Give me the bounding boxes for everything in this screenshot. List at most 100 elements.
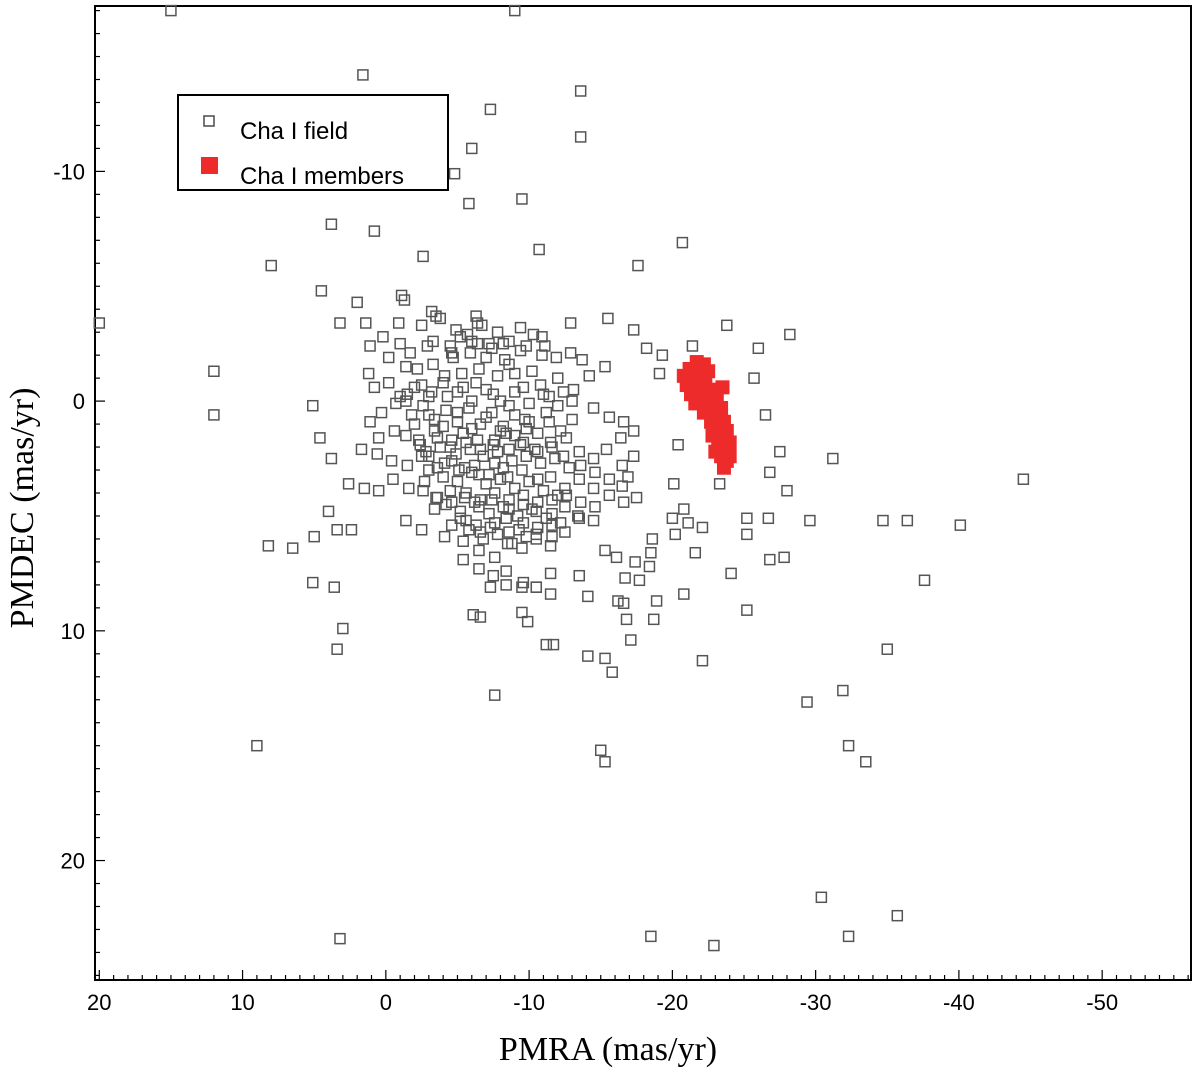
field-point [668, 478, 680, 490]
field-point [371, 448, 383, 460]
field-point [447, 351, 459, 364]
field-point [445, 496, 458, 508]
field-point [536, 349, 548, 361]
field-point [752, 342, 765, 355]
field-point [559, 482, 571, 495]
field-point [401, 459, 414, 472]
field-point [411, 363, 424, 375]
field-point [725, 567, 737, 580]
field-point [619, 572, 631, 584]
field-point [759, 409, 772, 421]
field-point [448, 167, 461, 180]
field-point [676, 236, 689, 249]
field-point [531, 427, 544, 440]
field-point [552, 399, 564, 412]
y-tick-label: 10 [61, 619, 85, 644]
field-point [546, 441, 558, 453]
field-point [781, 484, 793, 497]
field-point [531, 473, 544, 485]
field-point [165, 4, 177, 17]
field-point [550, 351, 563, 364]
field-point [891, 909, 904, 922]
field-point [534, 457, 547, 469]
field-point [646, 533, 659, 545]
field-point [408, 381, 421, 394]
field-point [471, 434, 484, 446]
field-point [546, 530, 558, 543]
field-point [208, 365, 220, 377]
field-point [453, 464, 465, 476]
field-point [405, 409, 418, 421]
field-point [480, 383, 492, 396]
field-point [503, 494, 515, 506]
x-tick-label: -10 [513, 990, 545, 1015]
field-point [516, 581, 528, 593]
field-point [325, 218, 338, 230]
field-point [669, 528, 681, 541]
y-axis-title: PMDEC (mas/yr) [4, 388, 41, 629]
field-point [566, 395, 578, 407]
field-point [451, 475, 464, 488]
field-point [589, 466, 601, 479]
field-point [741, 604, 753, 616]
y-tick-label: -10 [53, 159, 85, 184]
field-point [815, 891, 828, 904]
field-point [573, 569, 585, 582]
field-point [708, 939, 720, 952]
field-point [466, 395, 478, 407]
field-point [325, 452, 338, 465]
field-point [473, 563, 485, 575]
member-point [708, 444, 723, 459]
field-point [415, 379, 428, 391]
field-point [468, 459, 481, 472]
field-point [537, 484, 550, 497]
field-point [678, 588, 690, 600]
field-point [560, 489, 573, 502]
field-point [474, 494, 487, 506]
field-point [265, 259, 277, 272]
field-point [473, 363, 485, 375]
field-point [881, 643, 894, 655]
field-point [748, 372, 760, 384]
field-point [544, 567, 557, 580]
field-point [403, 482, 415, 495]
member-point [722, 449, 737, 464]
field-point [918, 574, 931, 587]
field-point [574, 131, 587, 143]
field-point [762, 512, 775, 525]
field-point [574, 496, 587, 508]
field-point [480, 478, 492, 490]
field-point [540, 512, 553, 525]
field-point [627, 425, 640, 437]
field-point [466, 422, 478, 435]
field-point [494, 395, 507, 407]
member-point [719, 423, 734, 438]
member-point [715, 380, 730, 395]
field-point [375, 406, 388, 419]
field-point [351, 296, 363, 309]
field-point [388, 425, 401, 437]
field-point [632, 259, 644, 272]
member-point [716, 460, 731, 475]
field-point [491, 370, 504, 382]
field-point [444, 441, 457, 453]
field-point [483, 468, 495, 481]
field-point [477, 533, 490, 545]
field-point [438, 530, 451, 543]
field-point [418, 475, 431, 488]
field-point [517, 436, 530, 449]
field-point [488, 551, 501, 564]
field-point [672, 439, 684, 451]
field-point [437, 471, 449, 483]
field-point [331, 643, 343, 655]
field-point [438, 370, 451, 382]
field-point [582, 590, 594, 603]
field-point [445, 519, 458, 531]
field-point [804, 514, 816, 527]
field-point [627, 450, 640, 462]
field-point [437, 420, 449, 433]
field-point [842, 930, 855, 943]
field-point [307, 399, 319, 412]
field-point [385, 455, 398, 467]
field-point [467, 609, 479, 621]
